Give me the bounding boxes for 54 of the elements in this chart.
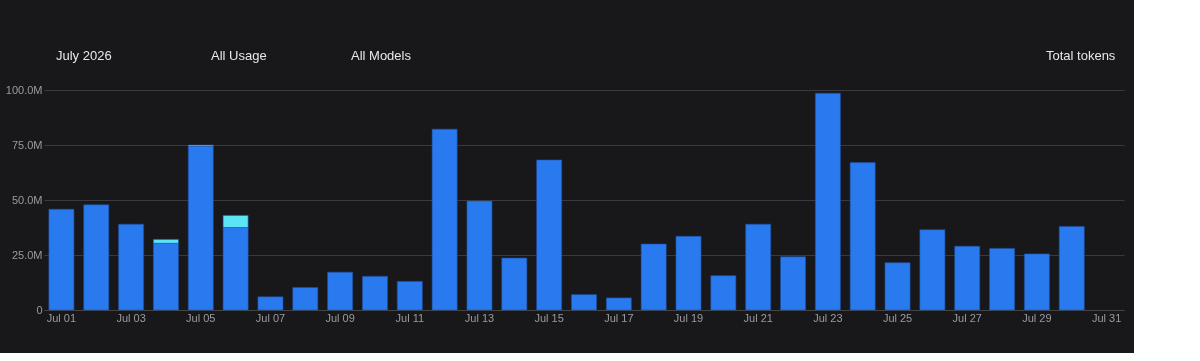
y-tick-label: 25.0M [11, 248, 43, 261]
x-tick-label: Jul 31 [1091, 311, 1122, 324]
bar [710, 275, 737, 311]
x-tick-label: Jul 25 [882, 311, 913, 324]
bar [153, 243, 179, 311]
text: Total tokens [1046, 48, 1116, 63]
x-tick-label: Jul 29 [1022, 311, 1052, 324]
x-tick-label: Jul 21 [743, 311, 773, 324]
bar [780, 256, 806, 311]
bar [606, 297, 632, 311]
bar [571, 294, 597, 311]
y-tick-label: 100.0M [5, 83, 43, 96]
bar [396, 281, 423, 311]
bar [849, 162, 876, 311]
x-tick-label: Jul 13 [464, 311, 495, 324]
bar [1058, 226, 1085, 311]
x-tick-label: Jul 03 [116, 311, 146, 324]
bar [292, 287, 319, 311]
bar [884, 262, 911, 311]
x-tick-label: Jul 15 [534, 311, 564, 324]
bar [919, 229, 946, 311]
bar [83, 204, 110, 311]
y-tick-label: 50.0M [11, 193, 43, 206]
bar [536, 159, 562, 311]
bar [501, 257, 528, 311]
x-tick-label: Jul 01 [46, 311, 77, 324]
x-tick-label: Jul 17 [604, 311, 634, 324]
bar [675, 236, 702, 311]
bar [954, 245, 981, 311]
bar [257, 296, 284, 311]
y-tick-label: 75.0M [11, 138, 43, 151]
x-tick-label: Jul 23 [813, 311, 843, 324]
x-tick-label: Jul 09 [325, 311, 355, 324]
text: All Models [351, 48, 412, 63]
x-tick-label: Jul 27 [952, 311, 982, 324]
bar [362, 276, 388, 311]
bar [466, 200, 493, 311]
bar [1024, 253, 1050, 311]
bar [989, 248, 1015, 311]
bar [640, 243, 667, 311]
bar [187, 145, 214, 311]
bar [431, 128, 458, 311]
text: All Usage [211, 48, 267, 63]
x-tick-label: Jul 07 [255, 311, 286, 324]
x-tick-label: Jul 05 [186, 311, 216, 324]
bar [745, 223, 772, 311]
bar [48, 208, 75, 311]
bar [327, 271, 353, 311]
bar [815, 93, 841, 311]
y-tick-label: 0 [36, 303, 43, 316]
x-tick-label: Jul 11 [395, 311, 425, 324]
bar [118, 223, 144, 311]
text: July 2026 [56, 48, 112, 63]
x-tick-label: Jul 19 [673, 311, 704, 324]
